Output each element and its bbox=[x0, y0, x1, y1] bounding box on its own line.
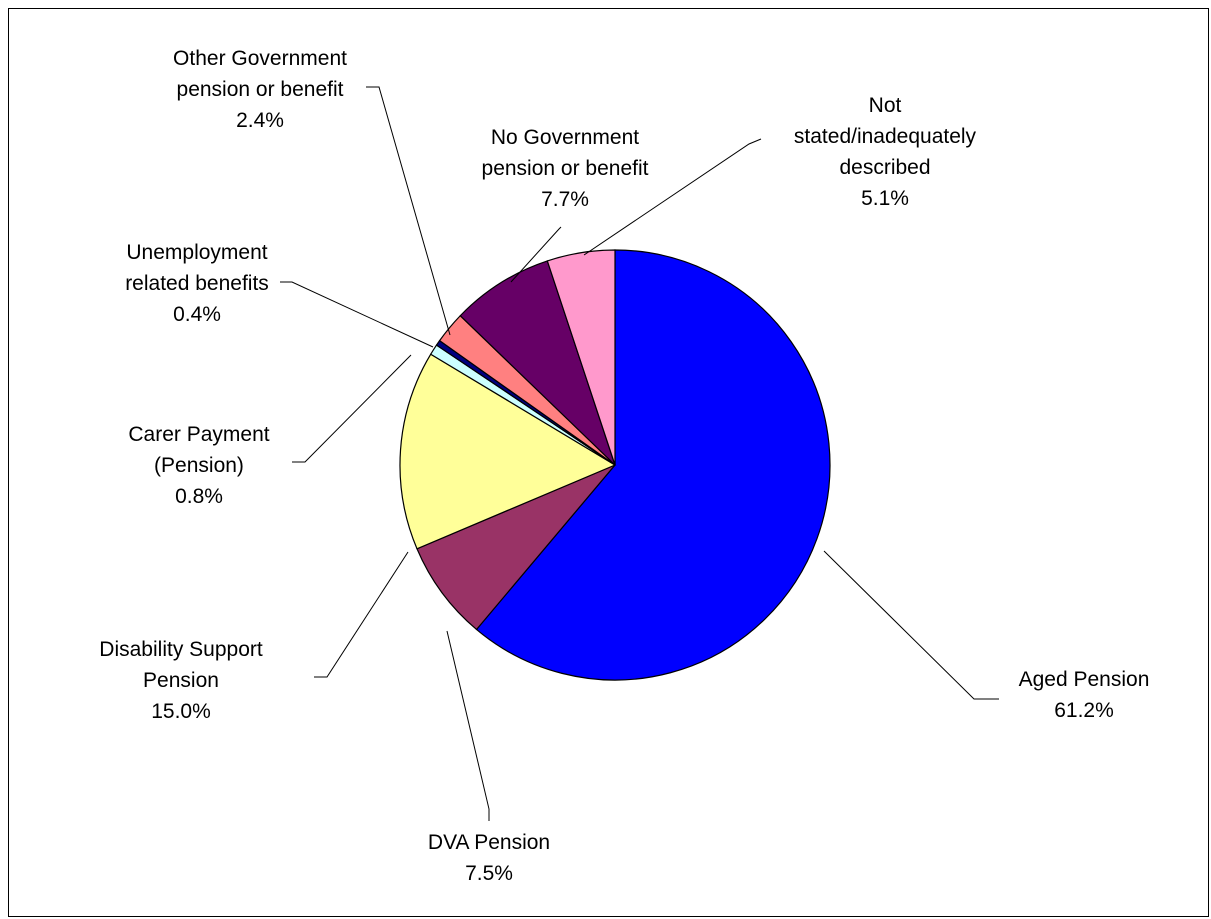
pie-slice-aged-pension bbox=[475, 249, 831, 681]
leader-line-unemployment-related-benefits bbox=[280, 281, 434, 348]
data-label-line: Other Government bbox=[173, 47, 347, 70]
data-label-line: 61.2% bbox=[1054, 699, 1114, 722]
data-label-other-government-pension-or-benefit: Other Government pension or benefit 2.4% bbox=[173, 47, 347, 132]
data-label-line: No Government bbox=[491, 126, 639, 149]
slices-layer bbox=[399, 249, 831, 681]
leader-line-other-government-pension-or-benefit bbox=[366, 86, 451, 336]
leader-lines-layer bbox=[280, 86, 999, 821]
data-labels-layer: Aged Pension 61.2% DVA Pension 7.5% Disabili… bbox=[99, 47, 1149, 885]
data-label-line: Carer Payment bbox=[128, 423, 269, 446]
data-label-line: 7.5% bbox=[465, 862, 513, 885]
data-label-line: 0.4% bbox=[173, 303, 221, 326]
data-label-line: Disability Support bbox=[99, 638, 263, 661]
data-label-unemployment-related-benefits: Unemployment related benefits 0.4% bbox=[125, 241, 269, 326]
data-label-carer-payment-pension: Carer Payment (Pension) 0.8% bbox=[128, 423, 269, 508]
data-label-line: 2.4% bbox=[236, 109, 284, 132]
data-label-line: related benefits bbox=[125, 272, 269, 295]
pie-slice-dva-pension bbox=[416, 464, 616, 631]
data-label-line: stated/inadequately bbox=[794, 125, 977, 148]
data-label-line: Not bbox=[869, 94, 902, 117]
data-label-disability-support-pension: Disability Support Pension 15.0% bbox=[99, 638, 263, 723]
data-label-not-stated-inadequately-described: Not stated/inadequately described 5.1% bbox=[794, 94, 977, 210]
data-label-line: Aged Pension bbox=[1019, 668, 1150, 691]
data-label-line: (Pension) bbox=[154, 454, 244, 477]
data-label-line: 5.1% bbox=[861, 187, 909, 210]
data-label-line: DVA Pension bbox=[428, 831, 550, 854]
leader-line-carer-payment-pension bbox=[292, 354, 412, 463]
data-label-line: pension or benefit bbox=[482, 157, 649, 180]
leader-line-dva-pension bbox=[446, 630, 490, 821]
data-label-aged-pension: Aged Pension 61.2% bbox=[1019, 668, 1150, 722]
data-label-line: 7.7% bbox=[541, 188, 589, 211]
pie-slice-disability-support-pension bbox=[399, 353, 617, 550]
leader-line-disability-support-pension bbox=[314, 551, 409, 678]
data-label-line: Unemployment bbox=[126, 241, 267, 264]
data-label-line: Pension bbox=[143, 669, 219, 692]
data-label-line: pension or benefit bbox=[177, 78, 344, 101]
pie-slice-not-stated-inadequately-described bbox=[546, 249, 616, 466]
data-label-line: 15.0% bbox=[151, 700, 211, 723]
leader-line-no-government-pension-or-benefit bbox=[510, 226, 562, 283]
leader-line-aged-pension bbox=[823, 550, 999, 700]
data-label-line: 0.8% bbox=[175, 485, 223, 508]
pie-chart: Aged Pension 61.2% DVA Pension 7.5% Disabili… bbox=[99, 47, 1149, 885]
data-label-line: described bbox=[839, 156, 930, 179]
leader-line-not-stated-inadequately-described bbox=[583, 138, 762, 256]
pie-slice-no-government-pension-or-benefit bbox=[459, 260, 616, 466]
data-label-dva-pension: DVA Pension 7.5% bbox=[428, 831, 550, 885]
data-label-no-government-pension-or-benefit: No Government pension or benefit 7.7% bbox=[482, 126, 649, 211]
chart-frame: Aged Pension 61.2% DVA Pension 7.5% Disabili… bbox=[8, 8, 1209, 917]
